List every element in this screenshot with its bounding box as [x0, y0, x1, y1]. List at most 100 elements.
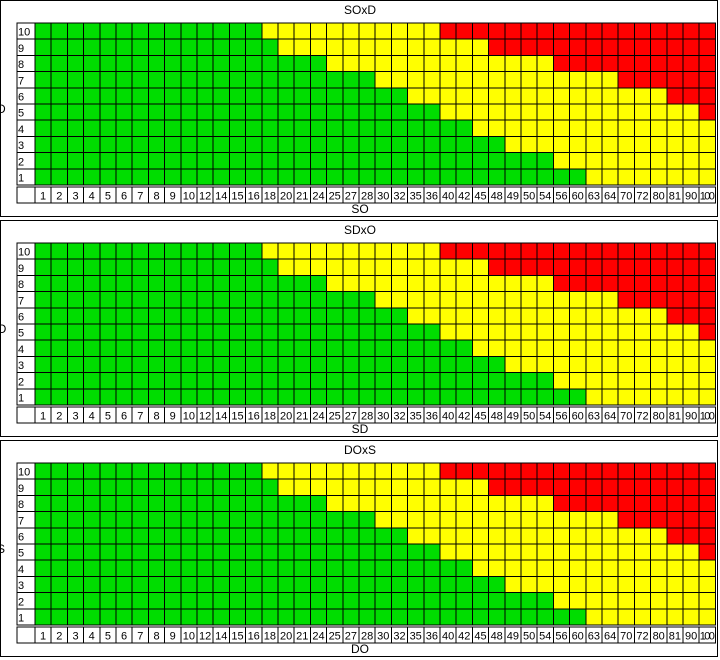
heatmap-cell	[439, 355, 457, 374]
heatmap-cell	[99, 511, 117, 529]
y-tick-label: 4	[18, 124, 24, 136]
x-tick-label: 72	[636, 191, 648, 203]
heatmap-cell	[326, 152, 344, 170]
heatmap-cell	[374, 388, 392, 406]
heatmap-cell	[601, 592, 619, 610]
heatmap-cell	[309, 291, 328, 309]
heatmap-cell	[277, 54, 295, 73]
heatmap-cell	[83, 592, 101, 610]
heatmap-cell	[552, 135, 571, 154]
heatmap-cell	[99, 478, 117, 496]
heatmap-cell	[342, 478, 360, 496]
heatmap-cell	[504, 592, 522, 610]
heatmap-cell	[293, 494, 311, 513]
x-tick-label: 20	[280, 191, 292, 203]
heatmap-cell	[407, 71, 425, 89]
heatmap-cell	[245, 22, 263, 40]
heatmap-cell	[99, 38, 117, 56]
heatmap-cell	[309, 135, 328, 154]
heatmap-cell	[180, 592, 198, 610]
x-tick-label: 35	[410, 631, 422, 643]
heatmap-cell	[164, 152, 182, 170]
heatmap-cell	[488, 355, 506, 374]
heatmap-cell	[585, 511, 603, 529]
heatmap-cell	[585, 242, 603, 260]
x-tick-label: 35	[410, 411, 422, 423]
heatmap-cell	[488, 559, 506, 577]
heatmap-cell	[682, 22, 700, 40]
heatmap-cell	[698, 462, 716, 480]
heatmap-cell	[277, 38, 295, 56]
x-tick-label: 32	[393, 191, 405, 203]
x-tick-label: 10	[183, 191, 195, 203]
y-tick-label: 5	[18, 548, 24, 560]
heatmap-cell	[164, 168, 182, 186]
x-tick-label: 16	[248, 411, 260, 423]
heatmap-cell	[569, 559, 587, 577]
heatmap-cell	[245, 103, 263, 121]
heatmap-cell	[666, 258, 684, 276]
heatmap-cell	[536, 323, 554, 341]
y-tick-label: 10	[18, 247, 30, 259]
x-tick-label: 32	[393, 631, 405, 643]
heatmap-cell	[277, 462, 295, 480]
heatmap-cell	[196, 462, 214, 480]
x-tick-label: 24	[312, 631, 324, 643]
heatmap-cell	[245, 274, 263, 293]
heatmap-cell	[147, 54, 166, 73]
heatmap-cell	[585, 527, 603, 545]
heatmap-cell	[633, 559, 652, 577]
x-tick-label: 5	[105, 411, 111, 423]
heatmap-cell	[423, 462, 441, 480]
heatmap-cell	[390, 339, 409, 357]
heatmap-cell	[633, 22, 652, 40]
heatmap-cell	[99, 258, 117, 276]
heatmap-cell	[455, 355, 473, 374]
heatmap-cell	[569, 388, 587, 406]
heatmap-cell	[650, 494, 668, 513]
x-tick-label: 40	[442, 631, 454, 643]
x-tick-label: 20	[280, 411, 292, 423]
heatmap-cell	[617, 323, 635, 341]
heatmap-cell	[407, 54, 425, 73]
heatmap-cell	[666, 119, 684, 137]
heatmap-cell	[358, 511, 376, 529]
heatmap-cell	[326, 258, 344, 276]
heatmap-cell	[423, 478, 441, 496]
heatmap-cell	[601, 339, 619, 357]
x-tick-label: 2	[56, 191, 62, 203]
heatmap-cell	[131, 511, 149, 529]
heatmap-cell	[66, 274, 85, 293]
heatmap-cell	[277, 388, 295, 406]
heatmap-cell	[585, 608, 603, 626]
x-tick-label: 16	[248, 191, 260, 203]
heatmap-cell	[34, 152, 52, 170]
heatmap-cell	[650, 339, 668, 357]
heatmap-cell	[520, 339, 538, 357]
heatmap-cell	[666, 71, 684, 89]
heatmap-cell	[520, 152, 538, 170]
heatmap-cell	[99, 388, 117, 406]
heatmap-cell	[698, 152, 716, 170]
heatmap-cell	[682, 274, 700, 293]
heatmap-cell	[261, 258, 279, 276]
heatmap-cell	[34, 478, 52, 496]
heatmap-cell	[585, 559, 603, 577]
heatmap-cell	[552, 87, 571, 105]
y-tick-label: 7	[18, 515, 24, 527]
heatmap-cell	[196, 478, 214, 496]
heatmap-cell	[147, 372, 166, 390]
heatmap-cell	[617, 339, 635, 357]
heatmap-cell	[50, 478, 68, 496]
heatmap-cell	[488, 575, 506, 594]
heatmap-cell	[50, 87, 68, 105]
heatmap-cell	[83, 242, 101, 260]
heatmap-cell	[358, 559, 376, 577]
heatmap-cell	[536, 355, 554, 374]
heatmap-cell	[374, 307, 392, 325]
heatmap-cell	[99, 575, 117, 594]
x-tick-label: 12	[199, 631, 211, 643]
heatmap-cell	[50, 307, 68, 325]
heatmap-cell	[99, 274, 117, 293]
heatmap-cell	[455, 592, 473, 610]
